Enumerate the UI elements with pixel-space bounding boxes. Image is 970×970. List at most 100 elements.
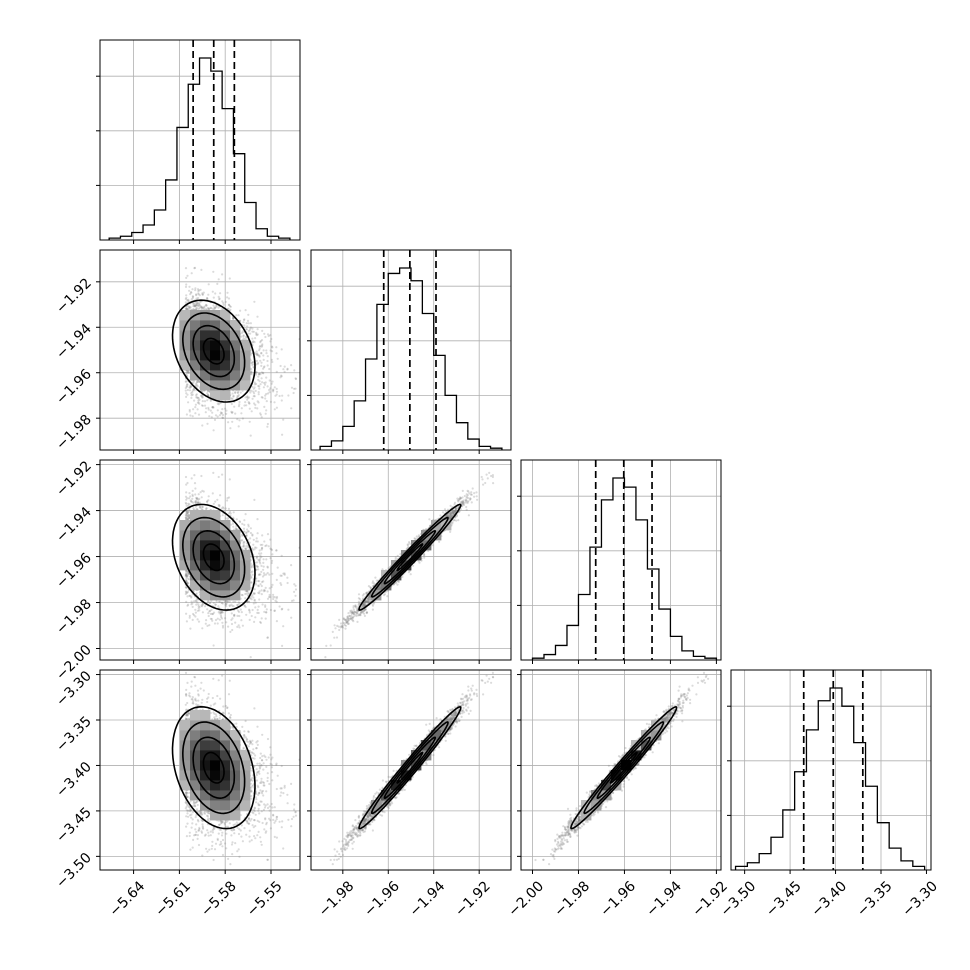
sample-point bbox=[271, 350, 274, 353]
density-cell bbox=[200, 340, 211, 351]
sample-point bbox=[253, 386, 256, 389]
sample-point bbox=[197, 296, 200, 300]
sample-point bbox=[198, 294, 201, 297]
sample-point bbox=[245, 322, 248, 325]
sample-point bbox=[216, 415, 219, 418]
sample-point bbox=[206, 297, 209, 300]
sample-point bbox=[286, 367, 289, 370]
sample-point bbox=[185, 307, 188, 310]
sample-point bbox=[202, 307, 205, 310]
sample-point bbox=[189, 306, 192, 309]
histogram-panel-3: −3.50 −3.45 −3.40 −3.35 −3.30 bbox=[718, 669, 941, 920]
sample-point bbox=[232, 394, 235, 397]
sample-point bbox=[212, 601, 215, 605]
x-tick-label: −3.30 bbox=[899, 878, 941, 920]
sample-point bbox=[250, 576, 253, 579]
sample-point bbox=[254, 352, 257, 355]
sample-point bbox=[215, 306, 218, 309]
sample-point bbox=[252, 387, 255, 390]
sample-point bbox=[245, 545, 248, 548]
sample-point bbox=[262, 349, 265, 352]
sample-point bbox=[246, 319, 250, 322]
sample-point bbox=[221, 626, 225, 629]
sample-point bbox=[253, 402, 256, 405]
sample-point bbox=[283, 365, 286, 368]
sample-point bbox=[237, 395, 240, 398]
sample-point bbox=[247, 530, 250, 533]
sample-point bbox=[195, 293, 198, 296]
sample-point bbox=[192, 381, 195, 384]
sample-point bbox=[199, 305, 202, 308]
sample-point bbox=[206, 422, 209, 425]
sample-point bbox=[230, 397, 233, 400]
density-cell bbox=[190, 370, 201, 381]
sample-point bbox=[242, 335, 245, 338]
sample-point bbox=[265, 392, 268, 396]
sample-point bbox=[282, 572, 285, 575]
sample-point bbox=[247, 313, 250, 316]
sample-point bbox=[260, 564, 263, 568]
sample-point bbox=[290, 599, 294, 603]
sample-point bbox=[256, 352, 259, 355]
sample-point bbox=[260, 352, 263, 355]
sample-point bbox=[187, 370, 190, 374]
sample-point bbox=[245, 404, 248, 407]
sample-point bbox=[198, 402, 201, 405]
density-cell bbox=[210, 340, 221, 351]
sample-point bbox=[265, 544, 268, 547]
sample-point bbox=[191, 493, 194, 496]
sample-point bbox=[238, 419, 241, 422]
sample-point bbox=[255, 583, 258, 586]
sample-point bbox=[187, 298, 190, 301]
sample-point bbox=[248, 396, 251, 399]
sample-point bbox=[187, 401, 190, 404]
sample-point bbox=[273, 386, 276, 389]
sample-point bbox=[287, 394, 290, 397]
sample-point bbox=[197, 493, 200, 496]
sample-point bbox=[254, 546, 257, 549]
sample-point bbox=[186, 512, 189, 515]
sample-point bbox=[258, 373, 261, 376]
sample-point bbox=[220, 411, 224, 415]
sample-point bbox=[235, 314, 238, 317]
sample-point bbox=[261, 575, 265, 578]
sample-point bbox=[283, 572, 286, 575]
density-cell bbox=[230, 350, 241, 361]
sample-point bbox=[192, 303, 195, 306]
sample-point bbox=[258, 372, 261, 375]
sample-point bbox=[249, 361, 253, 364]
sample-point bbox=[185, 580, 188, 583]
sample-point bbox=[257, 605, 260, 608]
sample-point bbox=[218, 298, 221, 301]
sample-point bbox=[266, 392, 270, 395]
sample-point bbox=[294, 377, 297, 380]
sample-point bbox=[185, 308, 188, 311]
y-tick-label: −1.96 bbox=[53, 366, 95, 408]
sample-point bbox=[249, 391, 252, 394]
sample-point bbox=[244, 396, 247, 399]
sample-point bbox=[253, 341, 256, 344]
sample-point bbox=[242, 321, 245, 324]
sample-point bbox=[280, 583, 283, 587]
density-cell bbox=[230, 320, 241, 331]
sample-point bbox=[239, 309, 242, 312]
sample-point bbox=[275, 387, 278, 390]
sample-point bbox=[219, 292, 222, 295]
sample-point bbox=[192, 302, 195, 305]
density-cell bbox=[210, 380, 221, 391]
sample-point bbox=[196, 401, 199, 404]
sample-point bbox=[253, 395, 256, 398]
sample-point bbox=[185, 294, 188, 297]
sample-point bbox=[211, 492, 214, 495]
sample-point bbox=[251, 573, 254, 576]
sample-point bbox=[201, 611, 204, 614]
sample-point bbox=[195, 307, 199, 310]
sample-point bbox=[210, 307, 213, 310]
sample-point bbox=[255, 352, 258, 355]
sample-point bbox=[189, 414, 192, 417]
sample-point bbox=[263, 383, 267, 386]
sample-point bbox=[260, 584, 263, 588]
sample-point bbox=[192, 388, 195, 391]
sample-point bbox=[185, 371, 189, 374]
sample-point bbox=[225, 621, 228, 624]
